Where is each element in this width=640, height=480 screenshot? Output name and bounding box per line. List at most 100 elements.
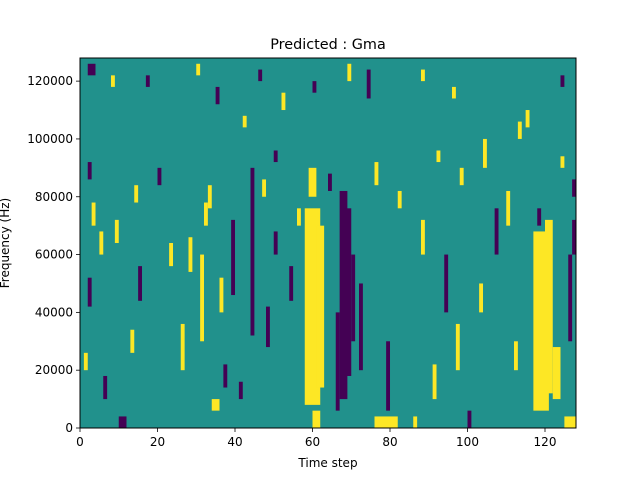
heatmap-cell-65 [145,75,150,87]
heatmap-cell-32 [138,266,143,301]
heatmap-cell-18 [359,283,363,371]
heatmap-cell-27 [238,381,243,400]
heatmap-cell-35 [91,202,96,226]
heatmap-cell-57 [366,69,371,99]
chart-title: Predicted : Gma [270,37,386,53]
heatmap-cell-67 [560,75,565,87]
heatmap-cell-70 [537,208,542,226]
heatmap-cell-19 [200,254,205,342]
heatmap-cell-33 [130,329,135,353]
heatmap-cell-9 [118,416,127,428]
x-tick-label: 0 [76,435,84,449]
plot-frame [79,57,577,429]
heatmap-cell-61 [258,69,263,82]
heatmap-cell-63 [215,86,220,105]
heatmap-cell-24 [169,243,174,267]
heatmap-cell-53 [525,110,530,128]
x-tick-label: 40 [227,435,242,449]
heatmap-cell-37 [83,352,88,371]
heatmap-cell-12 [564,416,577,428]
heatmap-cell-47 [421,219,425,255]
heatmap-cell-77 [273,150,278,163]
heatmap-cell-43 [483,138,487,168]
heatmap-cell-21 [207,185,212,209]
heatmap-cell-36 [87,277,92,307]
heatmap-cell-51 [568,254,573,342]
heatmap-cell-0 [304,208,321,405]
heatmap-cell-79 [157,167,162,186]
heatmap-cell-31 [289,266,294,301]
heatmap-cell-3 [545,219,553,394]
heatmap-cell-39 [103,375,108,400]
heatmap-cell-14 [308,167,317,197]
y-tick-label: 120000 [27,74,73,88]
heatmap-cell-6 [250,167,255,336]
heatmap-cell-62 [242,115,247,128]
x-axis-ticks: 0 20 40 60 80 100 120 [76,428,556,449]
heatmap-cell-28 [223,364,228,388]
heatmap-cell-49 [413,416,418,428]
heatmap-cell-5 [343,208,352,376]
heatmap-cell-75 [328,173,332,191]
heatmap-cell-73 [397,190,402,209]
heatmap-cell-64 [196,63,201,76]
x-tick-label: 80 [382,435,397,449]
heatmap-cell-42 [479,283,484,313]
heatmap-cell-41 [455,323,460,371]
heatmap-cell-52 [572,219,577,255]
heatmap-cell-10 [374,416,398,428]
heatmap-cell-50 [467,410,472,428]
heatmap-cell-48 [432,364,437,400]
x-axis-label: Time step [297,456,357,470]
heatmap-cell-20 [204,202,208,226]
y-axis-label: Frequency (Hz) [0,198,12,289]
heatmap-cell-71 [459,167,464,186]
heatmap-cell-56 [421,69,425,82]
heatmap-cell-59 [312,81,317,93]
heatmap-cell-15 [312,410,321,428]
heatmap-cell-80 [134,185,139,203]
heatmap-cell-30 [273,231,278,255]
heatmap-cell-54 [517,121,522,139]
heatmap-cell-45 [506,190,511,226]
heatmap-cell-25 [211,399,220,411]
y-tick-label: 80000 [35,190,73,204]
heatmap-cell-23 [188,237,193,272]
x-tick-label: 60 [305,435,320,449]
heatmap-cell-38 [99,231,104,255]
heatmap-cell-74 [374,162,379,186]
x-tick-label: 100 [456,435,479,449]
heatmap-cell-13 [552,347,561,400]
heatmap-cell-29 [266,306,270,348]
heatmap-cell-44 [494,208,499,255]
heatmap-cell-78 [262,179,267,197]
heatmap-cell-8 [386,341,391,411]
y-tick-label: 40000 [35,305,73,319]
heatmap-cell-22 [180,323,185,371]
heatmap-cell-72 [436,150,441,163]
plot-area [79,57,577,429]
heatmap-cell-66 [111,75,115,87]
heatmap-cell-68 [572,179,577,197]
heatmap-cell-58 [347,63,352,82]
y-axis-ticks: 0 20000 40000 60000 80000 100000 120000 [27,74,80,435]
heatmap-cell-40 [444,254,449,313]
heatmap-cell-55 [452,86,456,99]
heatmap-cell-7 [231,219,236,296]
heatmap-cell-11 [87,63,96,76]
y-tick-label: 0 [65,421,73,435]
heatmap-cells [83,63,577,428]
heatmap-cell-34 [114,219,119,244]
heatmap-cell-60 [281,92,286,111]
heatmap-cell-26 [219,277,224,313]
heatmap-background [80,58,576,428]
y-tick-label: 100000 [27,132,73,146]
heatmap-cell-17 [351,254,356,342]
y-tick-label: 20000 [35,363,73,377]
heatmap-cell-46 [514,341,518,371]
heatmap-cell-81 [87,162,92,180]
x-tick-label: 20 [150,435,165,449]
heatmap-cell-76 [297,208,301,226]
heatmap-cell-16 [335,312,340,411]
